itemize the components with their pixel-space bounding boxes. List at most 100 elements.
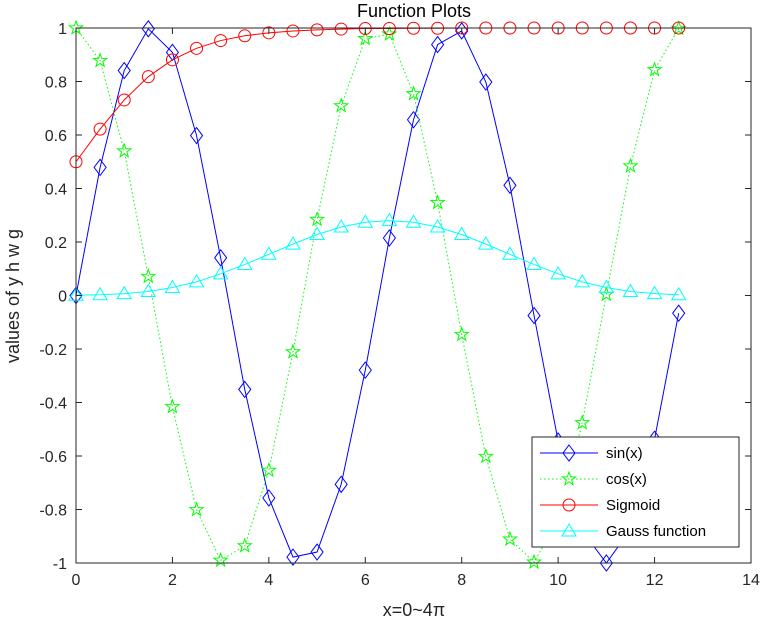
data-point-gauss-function — [285, 236, 301, 250]
data-point-sin-x — [406, 110, 421, 129]
data-point-sigmoid — [238, 29, 252, 43]
y-tick-label: 0.8 — [45, 75, 67, 92]
data-point-sigmoid — [117, 93, 131, 107]
data-point-gauss-function — [116, 285, 133, 300]
chart-title: Function Plots — [357, 1, 471, 21]
y-axis-title: values of y h w g — [3, 229, 23, 363]
data-point-sin-x — [527, 306, 541, 325]
data-point-cos-x — [188, 501, 205, 517]
data-point-cos-x — [116, 142, 133, 158]
data-point-gauss-function — [260, 246, 277, 260]
data-point-gauss-function — [212, 265, 229, 280]
data-point-gauss-function — [92, 286, 108, 301]
data-point-sigmoid — [141, 70, 155, 84]
data-point-sin-x — [189, 126, 204, 145]
data-point-cos-x — [164, 398, 181, 414]
data-point-cos-x — [574, 414, 591, 430]
data-point-sigmoid — [382, 22, 396, 36]
data-point-sin-x — [286, 548, 300, 566]
data-point-gauss-function — [598, 279, 615, 293]
data-point-cos-x — [140, 267, 157, 284]
data-point-sin-x — [214, 248, 228, 267]
data-point-sin-x — [382, 229, 397, 247]
legend-label-sigmoid: Sigmoid — [606, 497, 660, 514]
data-point-sigmoid — [214, 34, 228, 48]
data-point-gauss-function — [405, 214, 422, 228]
legend-marker-sin-x — [562, 444, 576, 462]
data-point-sin-x — [93, 158, 107, 177]
data-point-gauss-function — [333, 219, 350, 233]
data-point-gauss-function — [550, 265, 567, 280]
x-tick-label: 12 — [646, 572, 664, 589]
data-point-sin-x — [503, 176, 517, 195]
data-point-sigmoid — [286, 24, 300, 38]
legend-label-gauss-function: Gauss function — [606, 523, 706, 540]
x-tick-label: 2 — [168, 572, 177, 589]
legend: sin(x) cos(x) Sigmoid Gauss function — [531, 436, 740, 548]
data-point-cos-x — [284, 343, 302, 359]
data-point-sigmoid — [93, 122, 107, 136]
data-point-cos-x — [405, 85, 422, 101]
data-point-sin-x — [599, 554, 613, 572]
data-point-cos-x — [333, 97, 350, 113]
data-point-gauss-function — [670, 286, 687, 301]
data-point-cos-x — [501, 530, 519, 547]
data-point-sin-x — [310, 543, 324, 561]
data-point-sin-x — [358, 361, 372, 379]
data-point-sigmoid — [310, 23, 324, 37]
data-point-sigmoid — [190, 41, 204, 55]
data-point-cos-x — [357, 30, 374, 46]
data-point-sin-x — [430, 35, 445, 54]
data-point-gauss-function — [236, 256, 253, 270]
data-point-cos-x — [670, 20, 687, 36]
data-point-gauss-function — [381, 212, 398, 227]
data-point-gauss-function — [477, 236, 494, 250]
data-point-sin-x — [117, 61, 131, 80]
y-tick-label: -1 — [53, 556, 67, 573]
data-point-cos-x — [429, 194, 446, 210]
data-point-sigmoid — [334, 22, 348, 36]
series-gauss-function — [68, 212, 687, 301]
axes-layer: 0 2 4 6 8 10 12 14 -1 -0.8 -0.6 -0.4 -0.2 0 0.2 0.4 0.6 0… — [39, 21, 760, 589]
legend-label-cos-x: cos(x) — [606, 471, 647, 488]
y-tick-label: 1 — [58, 21, 67, 38]
y-tick-label: -0.4 — [39, 396, 67, 413]
y-tick-label: -0.6 — [39, 449, 67, 466]
data-point-gauss-function — [502, 246, 518, 260]
y-tick-label: 0.6 — [45, 128, 67, 145]
data-point-gauss-function — [164, 279, 181, 293]
data-point-gauss-function — [574, 273, 591, 288]
x-tick-label: 0 — [72, 572, 81, 589]
data-point-sin-x — [141, 19, 155, 38]
data-point-gauss-function — [622, 283, 639, 297]
data-point-sigmoid — [262, 26, 276, 40]
y-tick-label: 0 — [58, 289, 67, 306]
data-point-sin-x — [334, 475, 348, 494]
x-tick-label: 14 — [742, 572, 760, 589]
legend-marker-gauss-function — [561, 523, 577, 537]
data-point-cos-x — [477, 448, 494, 464]
x-tick-label: 8 — [457, 572, 466, 589]
data-point-sin-x — [479, 73, 493, 91]
legend-marker-sigmoid — [562, 498, 576, 512]
y-tick-label: 0.4 — [45, 182, 67, 199]
data-point-cos-x — [236, 537, 253, 553]
data-point-gauss-function — [188, 273, 205, 288]
legend-marker-cos-x — [560, 470, 578, 486]
data-point-cos-x — [525, 553, 543, 570]
data-point-gauss-function — [140, 283, 157, 297]
data-point-gauss-function — [453, 226, 470, 241]
data-point-gauss-function — [526, 256, 542, 270]
data-point-cos-x — [260, 461, 277, 478]
x-tick-label: 6 — [361, 572, 370, 589]
x-axis-title: x=0~4π — [383, 600, 445, 620]
data-point-gauss-function — [646, 285, 663, 300]
data-point-cos-x — [308, 211, 326, 227]
x-tick-label: 4 — [264, 572, 273, 589]
data-point-sigmoid — [165, 53, 179, 67]
data-point-sigmoid — [358, 22, 372, 36]
data-point-cos-x — [453, 326, 470, 342]
data-point-gauss-function — [309, 226, 325, 241]
